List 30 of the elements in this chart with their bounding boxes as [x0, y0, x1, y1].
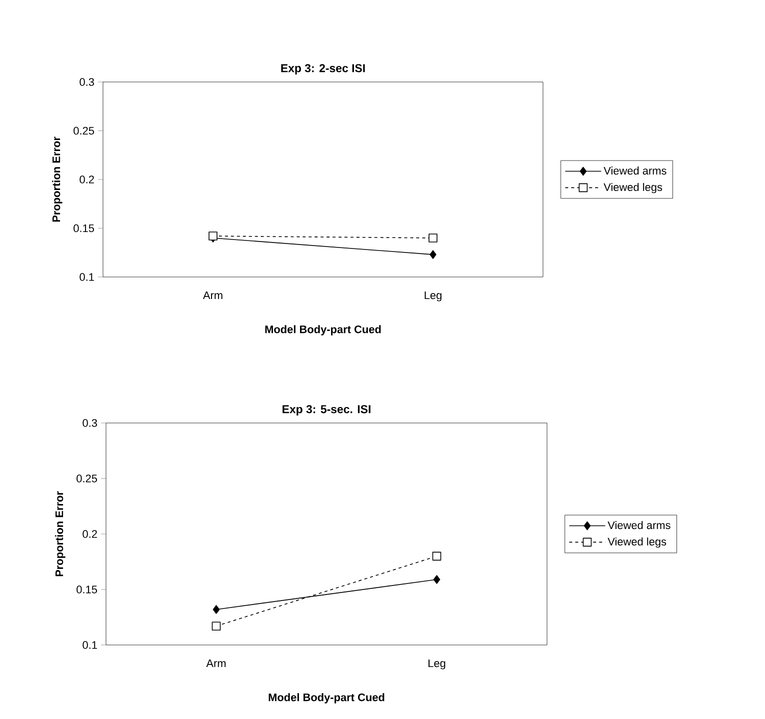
- chart-title: Exp 3: 5-sec. ISI: [282, 405, 370, 416]
- point: [432, 552, 442, 561]
- y-axis-title: Proportion Error: [52, 136, 62, 222]
- legend-label: Viewed arms: [604, 166, 666, 175]
- y-tick-label: 0.15: [76, 586, 98, 594]
- point: [212, 622, 221, 631]
- legend-label: Viewed arms: [608, 521, 670, 530]
- y-axis-title: Proportion Error: [55, 491, 66, 576]
- x-tick-label: Arm: [202, 292, 222, 300]
- x-tick-label: Leg: [424, 292, 442, 302]
- x-axis-title: Model Body-part Cued: [265, 325, 381, 336]
- point: [430, 250, 436, 259]
- chart-title: Exp 3: 2-sec ISI: [281, 64, 365, 74]
- legend-label: Viewed legs: [608, 537, 666, 548]
- x-tick-label: Leg: [428, 660, 446, 670]
- x-tick-label: Arm: [206, 660, 226, 668]
- y-tick-label: 0.1: [82, 641, 97, 649]
- point: [428, 234, 438, 242]
- y-tick-label: 0.25: [76, 474, 98, 482]
- y-tick-label: 0.2: [82, 530, 97, 538]
- y-tick-label: 0.2: [80, 176, 94, 184]
- point: [212, 605, 220, 614]
- legend-label: Viewed legs: [604, 182, 662, 194]
- point: [433, 575, 440, 584]
- y-tick-label: 0.25: [74, 126, 94, 135]
- y-tick-label: 0.15: [74, 224, 94, 232]
- y-tick-label: 0.3: [80, 78, 94, 86]
- x-axis-title: Model Body-part Cued: [268, 693, 384, 704]
- y-tick-label: 0.3: [82, 419, 97, 427]
- y-tick-label: 0.1: [80, 273, 94, 281]
